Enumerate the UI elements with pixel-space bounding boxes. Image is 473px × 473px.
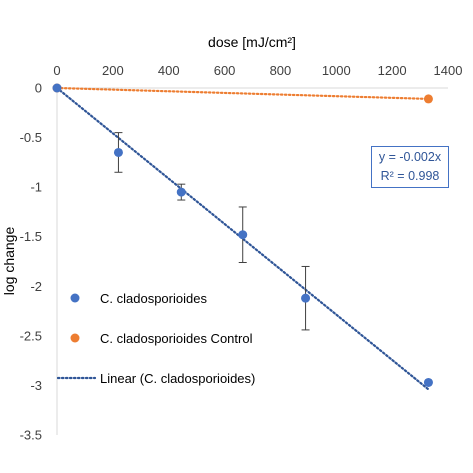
y-tick-label: -0.5 xyxy=(20,130,42,145)
trendline-equation: y = -0.002x xyxy=(378,150,442,164)
legend-label-series-2: C. cladosporioides Control xyxy=(100,331,253,346)
legend-marker-series-2 xyxy=(70,333,80,343)
data-point xyxy=(238,230,248,240)
x-tick-label: 800 xyxy=(270,63,292,78)
x-tick-label: 400 xyxy=(158,63,180,78)
x-tick-label: 1000 xyxy=(322,63,351,78)
trendline-r-squared: R² = 0.998 xyxy=(380,169,440,183)
x-tick-label: 1200 xyxy=(378,63,407,78)
legend-label-trendline: Linear (C. cladosporioides) xyxy=(100,371,255,386)
data-point xyxy=(52,83,62,93)
data-point xyxy=(423,94,433,104)
x-tick-label: 1400 xyxy=(434,63,463,78)
y-tick-label: -2.5 xyxy=(20,328,42,343)
data-point xyxy=(113,147,123,157)
x-axis-title: dose [mJ/cm²] xyxy=(208,34,296,50)
y-tick-label: 0 xyxy=(35,81,42,96)
data-point xyxy=(176,187,186,197)
x-tick-label: 600 xyxy=(214,63,236,78)
y-tick-label: -2 xyxy=(30,279,42,294)
y-tick-label: -1.5 xyxy=(20,229,42,244)
y-tick-label: -3.5 xyxy=(20,428,42,443)
data-point xyxy=(301,293,311,303)
legend-label-series-1: C. cladosporioides xyxy=(100,291,207,306)
data-point xyxy=(423,377,433,387)
y-tick-label: -1 xyxy=(30,180,42,195)
legend-marker-series-1 xyxy=(70,293,80,303)
trendline-1 xyxy=(55,86,430,101)
x-tick-label: 0 xyxy=(53,63,60,78)
y-axis-title: log change xyxy=(1,227,17,296)
x-tick-label: 200 xyxy=(102,63,124,78)
y-tick-label: -3 xyxy=(30,378,42,393)
trendline-equation-box: y = -0.002x R² = 0.998 xyxy=(371,146,449,188)
